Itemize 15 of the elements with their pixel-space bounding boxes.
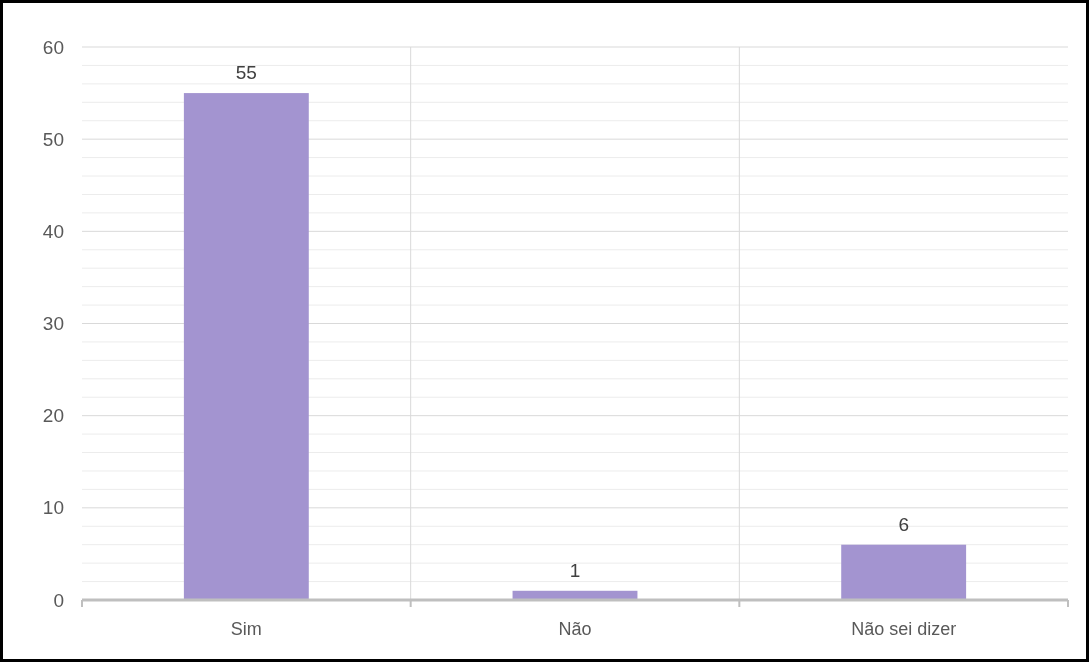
data-label: 6 [898,513,909,535]
y-tick-label: 50 [42,128,64,150]
bar [183,93,309,600]
y-tick-label: 60 [42,36,64,58]
y-tick-label: 30 [42,313,64,335]
y-tick-label: 40 [42,220,64,242]
y-tick-label: 20 [42,405,64,427]
y-tick-label: 10 [42,497,64,519]
y-tick-label: 0 [53,589,64,611]
bar [841,544,967,600]
x-tick-label: Não [558,619,592,639]
data-label: 55 [235,62,257,84]
x-tick-label: Sim [230,619,262,639]
data-label: 1 [569,559,581,581]
x-tick-label: Não sei dizer [851,619,957,639]
